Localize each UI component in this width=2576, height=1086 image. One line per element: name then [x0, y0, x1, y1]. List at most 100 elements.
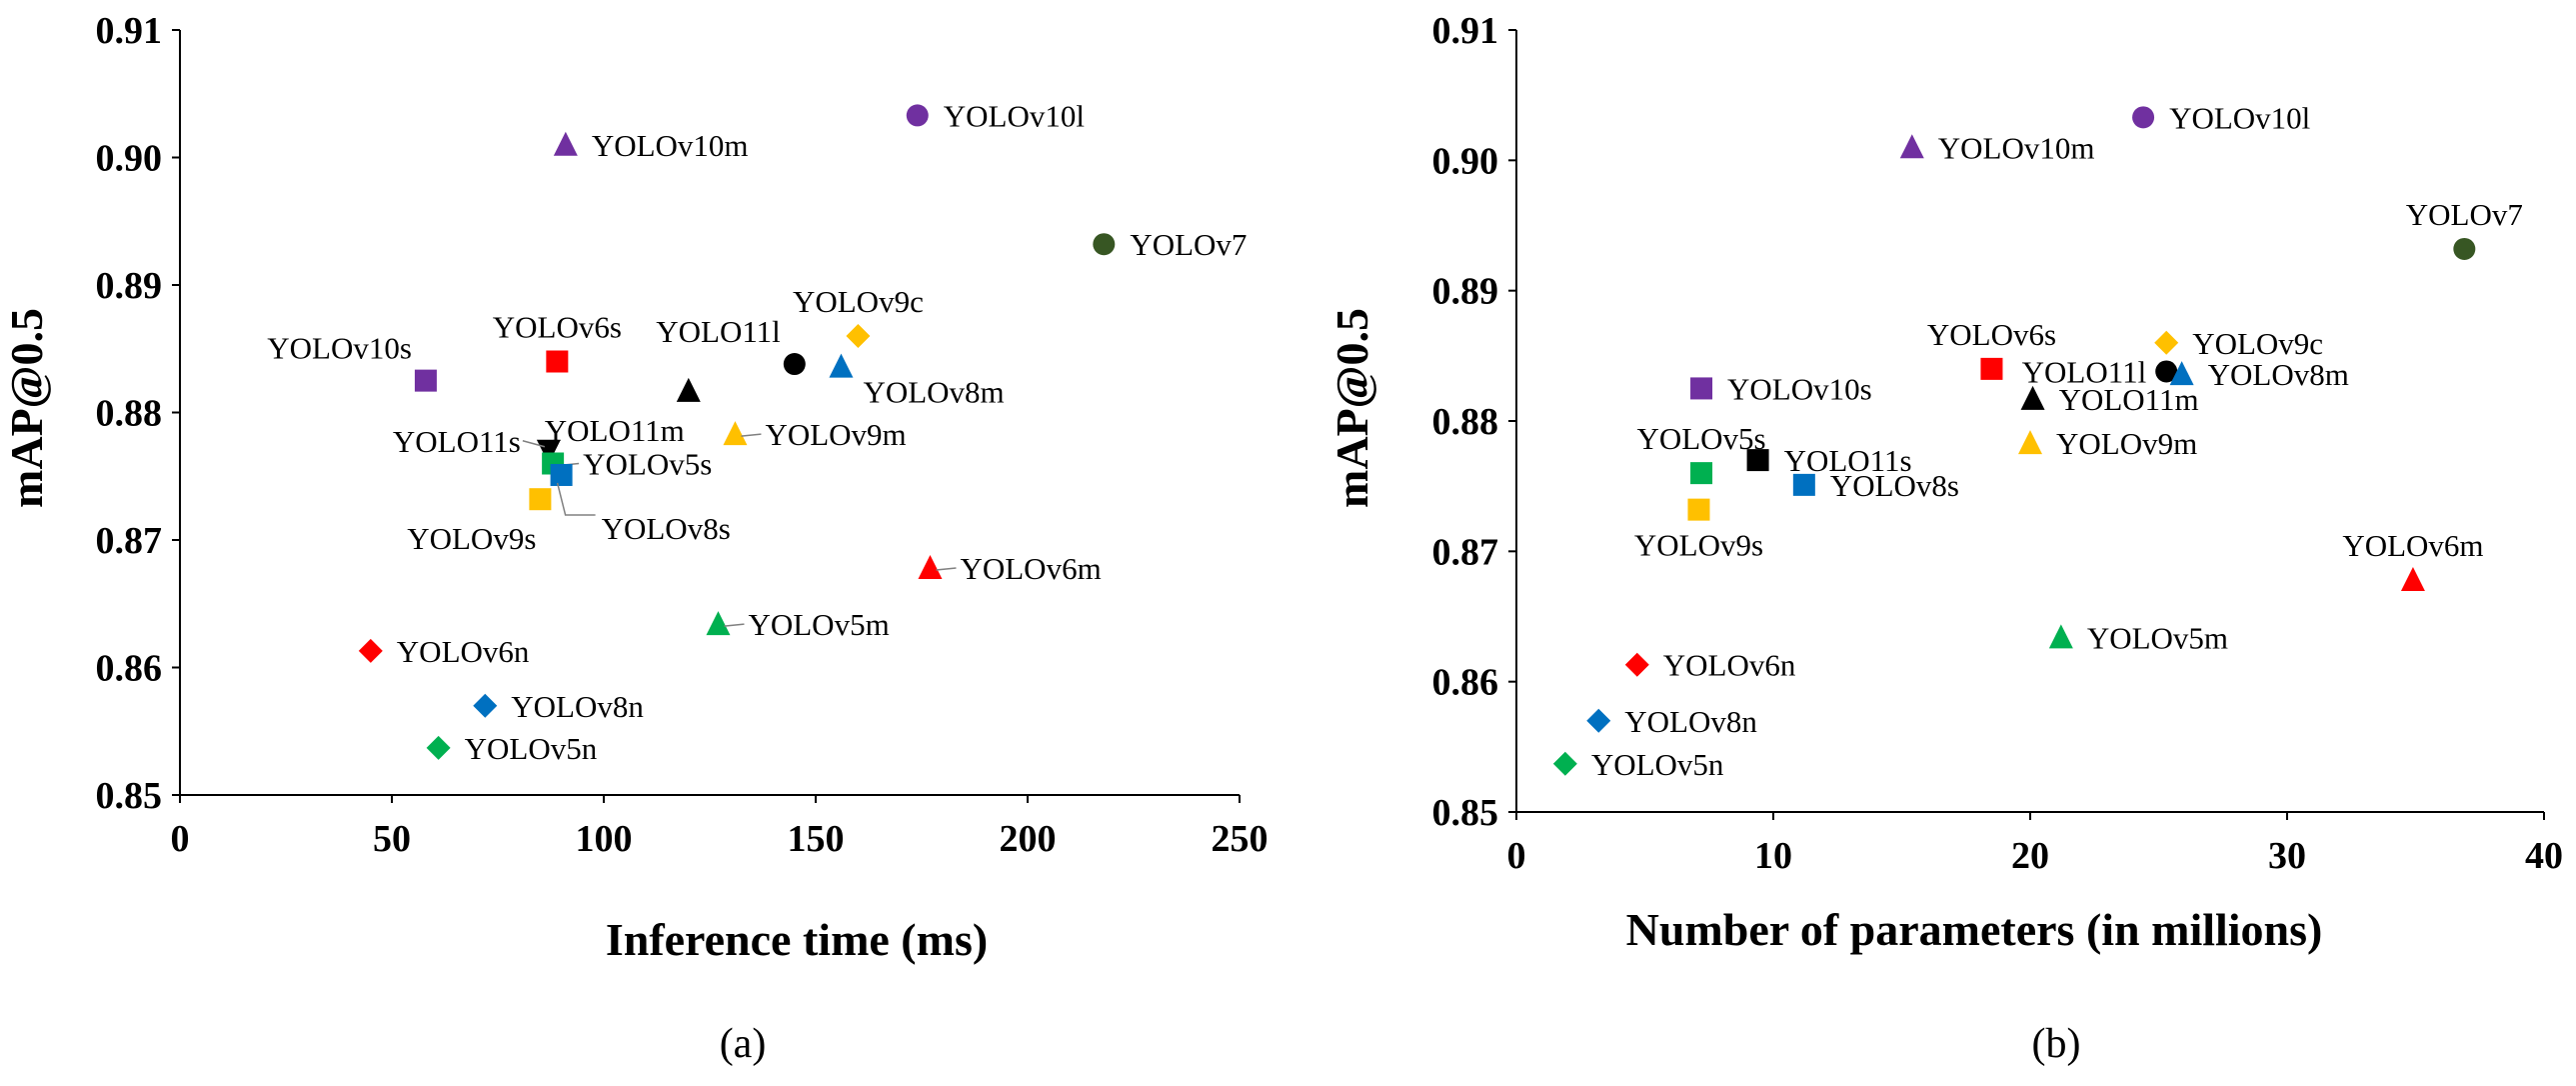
panel-a-marker-yolov10l — [906, 104, 929, 127]
panel-a-marker-yolov10s — [414, 369, 437, 392]
panel-b-label-yolo11s: YOLO11s — [1784, 443, 1912, 478]
panel-a-marker-yolov10m — [553, 131, 578, 156]
panel-a-xtick-label: 100 — [576, 818, 633, 860]
panel-a-label-yolov10m: YOLOv10m — [592, 128, 749, 163]
panel-a: mAP@0.5 Inference time (ms) (a) 0.85 0.86… — [1, 10, 1269, 1067]
panel-a-marker-yolov5m — [706, 611, 731, 636]
panel-a-ytick-label: 0.87 — [96, 520, 163, 562]
panel-a-marker-yolov8n — [473, 693, 498, 718]
panel-a-label-yolov8n: YOLOv8n — [511, 689, 644, 724]
panel-a-caption: (a) — [720, 1021, 767, 1067]
panel-a-label-yolov10l: YOLOv10l — [944, 98, 1085, 133]
panel-b-ylabel: mAP@0.5 — [1326, 308, 1377, 508]
panel-a-marker-yolov6s — [546, 350, 569, 373]
panel-b-marker-yolov8n — [1586, 708, 1611, 733]
panel-a-label-yolov6s: YOLOv6s — [493, 310, 622, 345]
panel-a-label-yolov10s: YOLOv10s — [267, 331, 412, 366]
panel-b-label-yolov6s: YOLOv6s — [1927, 317, 2056, 352]
panel-a-xtick-label: 50 — [373, 818, 411, 860]
panel-b-marker-yolov9m — [2018, 430, 2042, 455]
panel-a-marker-yolov9s — [529, 488, 552, 511]
panel-a-marker-yolov8s — [550, 463, 573, 486]
panel-a-marker-yolo11l — [783, 353, 806, 376]
panel-b-xtick-label: 40 — [2525, 835, 2563, 877]
panel-b-label-yolov9s: YOLOv9s — [1634, 528, 1763, 563]
panel-a-label-yolov5n: YOLOv5n — [465, 731, 598, 766]
panel-b-ytick-label: 0.91 — [1432, 10, 1499, 52]
panel-b-caption: (b) — [2032, 1021, 2081, 1067]
panel-b-marker-yolov5n — [1552, 751, 1577, 776]
panel-a-label-yolov5s: YOLOv5s — [583, 447, 712, 482]
panel-a-marker-yolov6n — [358, 638, 383, 663]
panel-a-label-yolov8m: YOLOv8m — [863, 375, 1004, 410]
panel-a-xtick-label: 200 — [1000, 818, 1057, 860]
panel-b-xtick-label: 0 — [1507, 835, 1526, 877]
panel-b-label-yolov10s: YOLOv10s — [1727, 371, 1872, 406]
panel-b-marker-yolov6s — [1980, 357, 2003, 380]
panel-a-xtick-label: 150 — [788, 818, 845, 860]
panel-b-xtick-label: 10 — [1754, 835, 1792, 877]
panel-a-marker-yolov5n — [426, 735, 451, 760]
panel-a-ytick-label: 0.88 — [96, 393, 163, 435]
panel-a-label-yolov9m: YOLOv9m — [765, 417, 906, 452]
panel-b-ytick-label: 0.85 — [1432, 792, 1499, 834]
panel-a-ytick-label: 0.85 — [96, 775, 163, 817]
panel-b-marker-yolov7 — [2453, 237, 2476, 260]
panel-a-label-yolov7: YOLOv7 — [1130, 227, 1247, 262]
panel-a-marker-yolov9c — [846, 324, 871, 348]
panel-a-xtick-label: 0 — [171, 818, 190, 860]
panel-a-leader-yolo11s — [522, 440, 546, 448]
panel-a-label-yolov5m: YOLOv5m — [748, 607, 889, 642]
panel-a-label-yolov9c: YOLOv9c — [793, 284, 924, 319]
panel-b-ytick-label: 0.87 — [1432, 531, 1499, 573]
panel-b-label-yolo11l: YOLO11l — [2022, 354, 2147, 389]
panel-b-marker-yolov10m — [1899, 134, 1924, 159]
panel-b-marker-yolo11m — [2020, 385, 2045, 410]
panel-b-ytick-label: 0.86 — [1432, 662, 1499, 704]
panel-b-marker-yolov6n — [1624, 652, 1649, 677]
panel-b-label-yolov6n: YOLOv6n — [1663, 648, 1796, 683]
panel-a-label-yolov6n: YOLOv6n — [397, 634, 530, 669]
panel-b-xlabel: Number of parameters (in millions) — [1626, 904, 2323, 955]
panel-b-ytick-label: 0.89 — [1432, 271, 1499, 313]
panel-b-marker-yolo11l — [2155, 360, 2178, 383]
panel-a-ytick-label: 0.86 — [96, 648, 163, 690]
panel-b-label-yolov9c: YOLOv9c — [2192, 326, 2323, 361]
panel-b-marker-yolov10l — [2132, 106, 2155, 129]
panel-b-label-yolov5n: YOLOv5n — [1591, 747, 1724, 782]
panel-b-ytick-label: 0.90 — [1432, 140, 1499, 182]
panel-a-xlabel: Inference time (ms) — [606, 914, 988, 965]
panel-b-label-yolo11m: YOLO11m — [2059, 382, 2199, 417]
panel-b-marker-yolov8s — [1792, 473, 1815, 496]
panel-b-ytick-label: 0.88 — [1432, 401, 1499, 443]
panel-b-marker-yolov5m — [2048, 624, 2073, 649]
panel-b-marker-yolo11s — [1746, 449, 1769, 472]
panel-b-label-yolov5s: YOLOv5s — [1636, 421, 1765, 456]
panel-a-marker-yolov8m — [829, 353, 854, 378]
panel-a-marker-yolo11m — [676, 377, 701, 402]
panel-a-xtick-label: 250 — [1212, 818, 1269, 860]
panel-a-ytick-label: 0.90 — [96, 138, 163, 180]
panel-b-label-yolov10l: YOLOv10l — [2169, 100, 2310, 135]
panel-a-ytick-label: 0.89 — [96, 265, 163, 307]
panel-b-xtick-label: 30 — [2268, 835, 2306, 877]
panel-b-marker-yolov8m — [2169, 361, 2194, 386]
panel-a-label-yolov9s: YOLOv9s — [407, 521, 536, 556]
panel-b-xtick-label: 20 — [2011, 835, 2049, 877]
panel-a-leader-yolov8s — [556, 482, 596, 516]
panel-b-label-yolov7: YOLOv7 — [2406, 197, 2523, 232]
panel-b-marker-yolov10s — [1690, 377, 1713, 400]
panel-a-marker-yolov9m — [723, 421, 748, 446]
panel-a-label-yolov6m: YOLOv6m — [960, 551, 1101, 586]
panel-b-label-yolov10m: YOLOv10m — [1938, 130, 2095, 165]
panel-a-leader-yolov6m — [936, 567, 957, 571]
panel-b-label-yolov6m: YOLOv6m — [2342, 528, 2483, 563]
panel-a-label-yolov8s: YOLOv8s — [602, 511, 731, 546]
panel-a-marker-yolov7 — [1093, 233, 1116, 256]
panel-a-leader-yolov9m — [741, 433, 762, 437]
panel-b-label-yolov5m: YOLOv5m — [2087, 620, 2228, 655]
panel-b-marker-yolov6m — [2400, 567, 2425, 592]
panel-a-label-yolo11l: YOLO11l — [656, 314, 781, 349]
